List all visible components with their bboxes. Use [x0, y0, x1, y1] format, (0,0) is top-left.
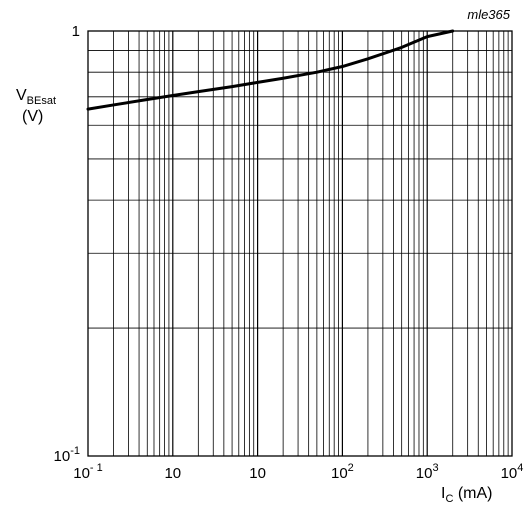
- x-tick-label: 10- 1: [73, 462, 103, 482]
- y-axis-label-main: V: [16, 87, 27, 104]
- figure-id: mle365: [467, 7, 510, 22]
- series-line: [86, 29, 455, 111]
- x-tick-label: 10: [164, 465, 181, 482]
- grid: [88, 31, 512, 456]
- y-axis-label-sub: BEsat: [27, 95, 56, 107]
- x-axis-label: IC (mA): [441, 485, 493, 505]
- x-tick-label: 102: [331, 462, 354, 482]
- y-tick-label: 10-1: [54, 445, 80, 465]
- x-tick-label: 10: [249, 465, 266, 482]
- y-axis-unit: (V): [22, 108, 43, 125]
- x-tick-label: 104: [501, 462, 524, 482]
- x-axis-label-sub: C: [445, 493, 453, 505]
- x-tick-label: 103: [416, 462, 439, 482]
- plot-frame: [87, 30, 513, 457]
- x-axis-label-unit: (mA): [453, 485, 492, 502]
- tick-labels: 10- 1 10 10 102 103 104 1 10-1: [54, 23, 524, 482]
- y-tick-label: 1: [72, 23, 80, 40]
- x-axis-label-main: I: [441, 485, 445, 502]
- y-axis-label: VBEsat: [16, 87, 56, 107]
